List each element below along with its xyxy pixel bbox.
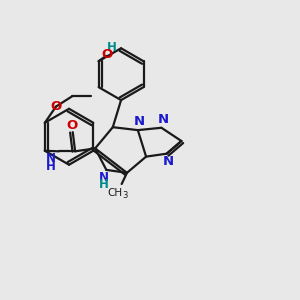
Text: O: O bbox=[67, 119, 78, 132]
Text: N: N bbox=[98, 171, 108, 184]
Text: N: N bbox=[134, 116, 145, 128]
Text: CH: CH bbox=[108, 188, 123, 198]
Text: N: N bbox=[157, 113, 168, 126]
Text: O: O bbox=[102, 48, 113, 61]
Text: N: N bbox=[163, 155, 174, 168]
Text: N: N bbox=[46, 152, 56, 166]
Text: H: H bbox=[46, 160, 56, 172]
Text: O: O bbox=[50, 100, 62, 113]
Text: H: H bbox=[98, 178, 108, 190]
Text: H: H bbox=[107, 41, 117, 54]
Text: 3: 3 bbox=[122, 191, 127, 200]
